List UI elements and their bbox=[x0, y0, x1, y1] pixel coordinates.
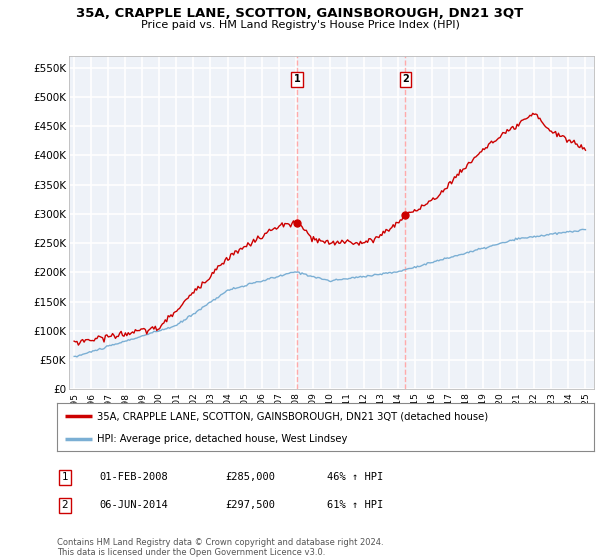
Text: 2: 2 bbox=[402, 74, 409, 85]
Text: Price paid vs. HM Land Registry's House Price Index (HPI): Price paid vs. HM Land Registry's House … bbox=[140, 20, 460, 30]
Text: 01-FEB-2008: 01-FEB-2008 bbox=[99, 472, 168, 482]
Text: HPI: Average price, detached house, West Lindsey: HPI: Average price, detached house, West… bbox=[97, 434, 347, 444]
Text: 2: 2 bbox=[61, 500, 68, 510]
Text: £297,500: £297,500 bbox=[225, 500, 275, 510]
Text: Contains HM Land Registry data © Crown copyright and database right 2024.
This d: Contains HM Land Registry data © Crown c… bbox=[57, 538, 383, 557]
Text: 1: 1 bbox=[293, 74, 301, 85]
Text: 35A, CRAPPLE LANE, SCOTTON, GAINSBOROUGH, DN21 3QT: 35A, CRAPPLE LANE, SCOTTON, GAINSBOROUGH… bbox=[76, 7, 524, 20]
Text: 1: 1 bbox=[61, 472, 68, 482]
Text: 61% ↑ HPI: 61% ↑ HPI bbox=[327, 500, 383, 510]
Text: £285,000: £285,000 bbox=[225, 472, 275, 482]
Text: 06-JUN-2014: 06-JUN-2014 bbox=[99, 500, 168, 510]
Text: 46% ↑ HPI: 46% ↑ HPI bbox=[327, 472, 383, 482]
Text: 35A, CRAPPLE LANE, SCOTTON, GAINSBOROUGH, DN21 3QT (detached house): 35A, CRAPPLE LANE, SCOTTON, GAINSBOROUGH… bbox=[97, 411, 488, 421]
